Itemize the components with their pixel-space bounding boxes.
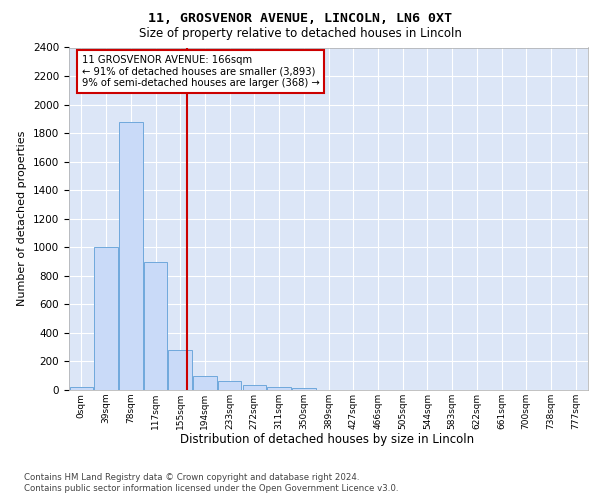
Text: 11 GROSVENOR AVENUE: 166sqm
← 91% of detached houses are smaller (3,893)
9% of s: 11 GROSVENOR AVENUE: 166sqm ← 91% of det… — [82, 54, 319, 88]
Bar — [268, 387, 291, 390]
Bar — [70, 387, 93, 390]
Text: Size of property relative to detached houses in Lincoln: Size of property relative to detached ho… — [139, 28, 461, 40]
Bar — [119, 122, 143, 390]
Bar — [292, 388, 316, 390]
Y-axis label: Number of detached properties: Number of detached properties — [17, 131, 28, 306]
Bar — [94, 248, 118, 390]
Text: Contains HM Land Registry data © Crown copyright and database right 2024.: Contains HM Land Registry data © Crown c… — [24, 472, 359, 482]
Bar — [218, 382, 241, 390]
Bar — [144, 262, 167, 390]
Bar — [169, 350, 192, 390]
Bar — [193, 376, 217, 390]
Bar — [242, 385, 266, 390]
Text: Contains public sector information licensed under the Open Government Licence v3: Contains public sector information licen… — [24, 484, 398, 493]
Text: 11, GROSVENOR AVENUE, LINCOLN, LN6 0XT: 11, GROSVENOR AVENUE, LINCOLN, LN6 0XT — [148, 12, 452, 26]
Text: Distribution of detached houses by size in Lincoln: Distribution of detached houses by size … — [180, 432, 474, 446]
